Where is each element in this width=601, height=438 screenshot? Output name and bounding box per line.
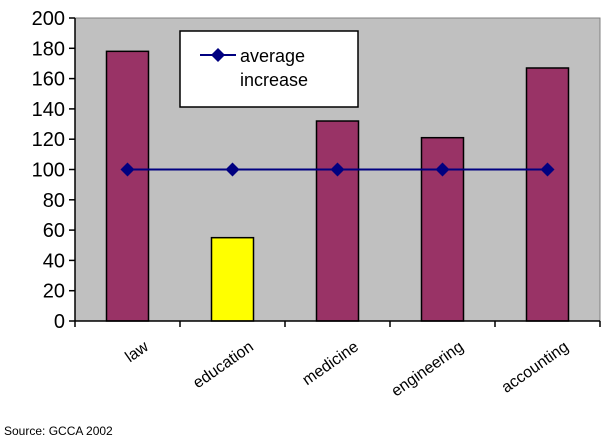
bar-accounting <box>525 67 570 322</box>
y-tick-label: 40 <box>43 250 65 272</box>
average-marker-law <box>120 162 135 177</box>
legend-label-line-2: increase <box>240 70 308 90</box>
y-tick-label: 200 <box>32 8 65 30</box>
average-marker-accounting <box>540 162 555 177</box>
y-tick-label: 120 <box>32 129 65 151</box>
x-category-label: engineering <box>389 338 467 400</box>
y-tick-label: 140 <box>32 99 65 121</box>
y-tick-label: 0 <box>54 311 65 333</box>
y-tick-label: 80 <box>43 190 65 212</box>
y-tick-label: 160 <box>32 69 65 91</box>
x-category-label: medicine <box>300 338 362 389</box>
x-category-label: accounting <box>499 338 572 396</box>
bar-medicine <box>315 120 360 322</box>
x-category-label: law <box>122 338 152 366</box>
x-category-label: education <box>190 338 257 392</box>
average-marker-engineering <box>435 162 450 177</box>
legend-diamond-marker <box>211 48 225 62</box>
bar-education <box>210 236 255 322</box>
y-tick-label: 100 <box>32 160 65 182</box>
legend-label-line-1: average <box>240 46 305 66</box>
legend-box <box>179 30 359 108</box>
y-tick-label: 20 <box>43 281 65 303</box>
average-marker-education <box>225 162 240 177</box>
bar-law <box>105 50 150 322</box>
source-note: Source: GCCA 2002 <box>4 424 113 438</box>
y-tick-label: 180 <box>32 38 65 60</box>
average-marker-medicine <box>330 162 345 177</box>
legend: average increase <box>179 30 359 108</box>
y-tick-label: 60 <box>43 220 65 242</box>
